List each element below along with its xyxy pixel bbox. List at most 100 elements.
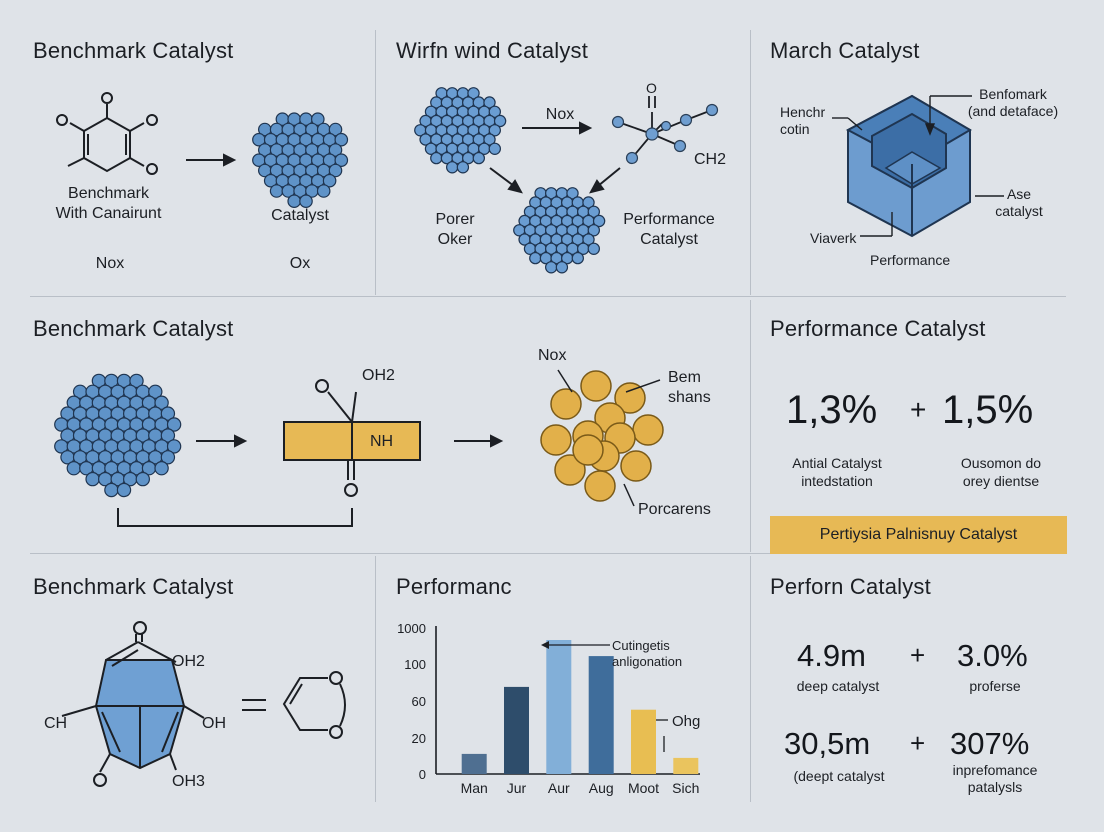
particle [148, 384, 163, 399]
p5-stat1: 1,3% [786, 388, 878, 432]
particle [424, 142, 438, 155]
particle [582, 214, 595, 228]
particle [478, 105, 491, 119]
panel8-title: Perforn Catalyst [770, 574, 931, 599]
particle [91, 439, 107, 454]
particle [154, 395, 169, 410]
particle [110, 450, 125, 465]
particle [305, 184, 319, 198]
particle [310, 132, 325, 147]
p8-plus1: + [910, 640, 926, 670]
particle [79, 417, 94, 432]
particle [513, 224, 526, 237]
particle [539, 233, 553, 246]
particle [483, 133, 496, 146]
particle [305, 122, 319, 137]
particle [424, 124, 438, 137]
particle [104, 395, 119, 410]
particle [467, 87, 480, 100]
particle [322, 173, 337, 188]
bar [631, 709, 656, 774]
particle [539, 251, 553, 265]
particle [66, 395, 82, 410]
particle [545, 242, 558, 255]
particle [129, 439, 144, 454]
y-tick-label: 1000 [397, 621, 426, 636]
p2-left-label: Porer Oker [435, 211, 475, 248]
particle [293, 143, 307, 157]
particle [263, 132, 278, 147]
particle [60, 428, 75, 443]
particle [116, 417, 132, 432]
particle [529, 233, 542, 246]
particle [293, 122, 307, 137]
particle [316, 163, 331, 178]
particle [85, 428, 100, 443]
x-tick-label: Aur [548, 780, 570, 796]
particle [467, 105, 480, 119]
p8-stat1: 4.9m [797, 638, 866, 673]
divider-v1-top [375, 30, 376, 295]
particle [54, 439, 69, 454]
p3-bottom-left: Viaverk [810, 230, 857, 246]
particle [518, 214, 531, 228]
particle [104, 461, 119, 476]
particle [462, 133, 475, 146]
particle [257, 122, 272, 137]
particle [523, 242, 537, 255]
particle [467, 142, 480, 155]
y-tick-label: 60 [412, 694, 426, 709]
particle [66, 417, 82, 432]
particle [122, 384, 138, 399]
particle [534, 187, 547, 200]
particle [472, 114, 485, 128]
p8-stat4: 307% [950, 726, 1030, 761]
particle [141, 461, 157, 476]
particle [462, 114, 475, 128]
particle [257, 163, 272, 178]
particle [141, 417, 157, 432]
particle [419, 114, 432, 128]
particle [419, 133, 432, 146]
p4-porcarens: Porcarens [638, 501, 711, 518]
particle [561, 214, 574, 228]
p2-chem-label: CH2 [694, 151, 727, 168]
particle [539, 214, 553, 228]
particle [529, 196, 542, 209]
particle [488, 124, 501, 137]
particle [72, 384, 88, 399]
particle [483, 114, 496, 128]
particle [493, 114, 507, 128]
p2-right-label: Performance Catalyst [623, 211, 715, 248]
particle [451, 96, 464, 109]
particle [456, 142, 470, 155]
particle [135, 471, 150, 487]
particle [281, 163, 296, 178]
particle [104, 482, 119, 498]
particle [446, 124, 459, 137]
particle [72, 406, 88, 421]
particle [281, 122, 296, 137]
particle [577, 205, 590, 218]
p6-oh2: OH2 [172, 653, 205, 670]
particle [322, 132, 337, 147]
particle [478, 142, 491, 155]
particle [110, 471, 125, 487]
particle [414, 124, 427, 137]
particle [322, 153, 337, 167]
p6-oh3: OH3 [172, 773, 205, 790]
particle [440, 133, 454, 146]
particle [97, 384, 113, 399]
particle [571, 251, 585, 265]
particle [263, 173, 278, 188]
particle [550, 196, 563, 209]
particle [462, 96, 475, 109]
particle [104, 439, 119, 454]
gold-particle [620, 450, 652, 482]
particle [116, 482, 132, 498]
particle [571, 196, 585, 209]
particle [135, 406, 150, 421]
gold-particle [580, 370, 612, 402]
gold-particle [550, 388, 582, 420]
particle [60, 406, 75, 421]
